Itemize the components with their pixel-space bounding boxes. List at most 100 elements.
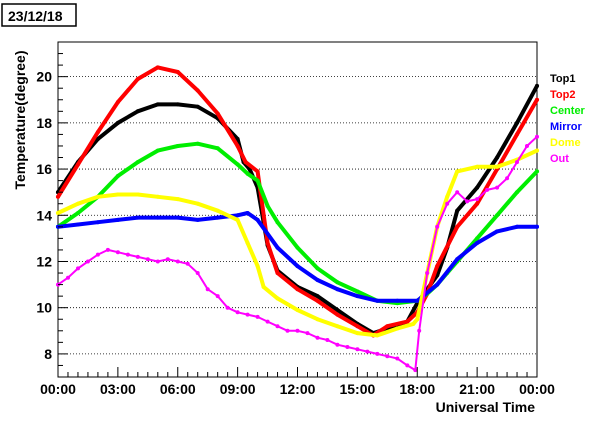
data-point [515,190,519,195]
data-point [275,271,280,275]
data-point [155,215,160,220]
data-point [115,100,120,105]
data-point [445,201,450,206]
data-point [195,271,200,275]
data-point [235,213,240,218]
data-point [255,169,260,174]
data-point [535,97,539,102]
data-point [495,229,500,234]
y-tick-label: 14 [36,207,52,223]
data-point [395,298,400,303]
y-tick-label: 18 [36,115,52,131]
data-point [535,169,539,174]
data-point [155,65,160,70]
x-tick-label: 06:00 [160,381,196,397]
data-point [265,319,270,324]
x-tick-label: 12:00 [280,381,316,397]
data-point [455,257,460,262]
data-point [295,264,300,269]
x-axis-title: Universal Time [436,399,536,415]
y-tick-label: 10 [36,300,52,316]
data-point [315,294,320,299]
data-point [195,104,200,109]
data-point [405,319,410,324]
data-point [255,264,260,269]
data-point [265,204,270,208]
data-point [495,185,500,190]
data-point [515,160,519,165]
data-point [243,160,248,165]
data-point [115,120,120,125]
data-point [355,289,360,294]
data-point [335,308,340,312]
data-point [155,102,160,107]
plot-area [57,41,538,378]
data-point [215,146,220,151]
data-point [115,217,120,222]
data-point [435,224,440,229]
y-tick-label: 20 [36,69,52,85]
x-tick-label: 21:00 [459,381,495,397]
data-point [175,215,180,220]
data-point [435,264,440,269]
data-point [265,241,270,245]
data-point [95,137,100,141]
data-point [355,294,360,299]
data-point [515,132,519,137]
data-point [385,354,390,359]
data-point [285,328,290,333]
data-point [335,287,340,292]
legend-entry-top1: Top1 [550,73,575,85]
data-point [365,349,370,354]
data-point [335,312,340,317]
data-point [315,335,320,340]
data-point [475,164,480,169]
legend-entry-top2: Top2 [550,89,575,101]
data-point [295,245,300,250]
legend-entry-dome: Dome [550,137,581,149]
data-point [535,224,539,229]
legend-entry-center: Center [550,105,586,117]
data-point [135,254,140,259]
data-point [245,241,250,245]
data-point [535,148,539,153]
data-point [535,83,539,88]
data-point [175,70,180,74]
x-tick-label: 15:00 [339,381,375,397]
legend-entry-mirror: Mirror [550,121,583,133]
data-point [235,162,240,167]
data-point [385,324,390,329]
data-point [455,190,460,195]
data-point [455,169,460,174]
data-point [145,257,150,262]
data-point [215,215,220,220]
data-point [425,271,430,275]
data-point [465,199,470,204]
data-point [355,347,360,352]
data-point [335,324,340,329]
data-point [135,109,140,114]
data-point [275,220,280,225]
data-point [455,208,460,213]
x-tick-label: 03:00 [100,381,136,397]
date-label: 23/12/18 [8,8,63,24]
data-point [515,224,519,229]
data-point [115,250,120,255]
date-box: 23/12/18 [1,3,77,27]
data-point [175,197,180,202]
data-point [215,208,220,213]
data-point [195,141,200,146]
data-point [165,257,170,262]
data-point [315,298,320,303]
data-point [275,296,280,301]
data-point [155,194,160,199]
data-point [375,351,380,356]
data-point [245,312,250,317]
data-point [315,317,320,322]
data-point [195,201,200,206]
data-point [76,201,80,206]
data-point [485,187,490,192]
data-point [475,241,480,245]
data-point [335,342,340,347]
